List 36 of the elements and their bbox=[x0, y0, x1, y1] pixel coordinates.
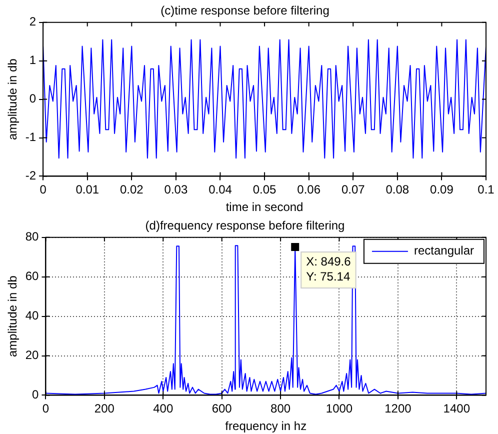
y-tick-label: 0 bbox=[32, 388, 40, 402]
x-tick-label: 400 bbox=[153, 402, 174, 416]
x-tick-label: 0.01 bbox=[76, 182, 100, 197]
y-tick-label: 20 bbox=[25, 348, 40, 362]
x-tick-label: 0 bbox=[42, 402, 50, 416]
chart-title: (d)frequency response before filtering bbox=[145, 218, 345, 233]
x-tick-label: 0.09 bbox=[430, 182, 454, 197]
y-axis-title: amplitude in db bbox=[6, 275, 20, 357]
x-axis-title: time in second bbox=[226, 200, 304, 214]
x-tick-label: 0.08 bbox=[386, 182, 410, 197]
x-axis-title: frequency in hz bbox=[225, 419, 307, 434]
x-tick-label: 200 bbox=[94, 402, 115, 416]
y-tick-label: 80 bbox=[25, 230, 40, 244]
x-tick-label: 600 bbox=[212, 402, 232, 416]
y-tick-label: 2 bbox=[29, 14, 36, 29]
legend-label: rectangular bbox=[414, 244, 474, 258]
x-tick-label: 1200 bbox=[384, 402, 412, 416]
y-tick-label: 1 bbox=[29, 53, 36, 68]
annotation: X: 849.6 Y: 75.14 bbox=[306, 254, 352, 284]
y-tick-label: -2 bbox=[25, 168, 36, 183]
y-tick-label: -1 bbox=[25, 130, 36, 144]
y-tick-label: 0 bbox=[29, 92, 36, 106]
x-tick-label: 800 bbox=[270, 402, 291, 416]
y-tick-label: 40 bbox=[25, 308, 40, 323]
y-axis-title: amplitude in db bbox=[6, 58, 20, 140]
x-tick-label: 0.07 bbox=[341, 182, 366, 197]
x-tick-label: 1400 bbox=[443, 402, 470, 416]
x-tick-label: 1000 bbox=[326, 402, 353, 416]
x-tick-label: 0.03 bbox=[164, 182, 188, 197]
x-tick-label: 0.04 bbox=[208, 182, 232, 197]
x-tick-label: 0.1 bbox=[478, 182, 495, 197]
x-tick-label: 0.02 bbox=[120, 182, 144, 197]
y-tick-label: 60 bbox=[25, 269, 40, 284]
x-tick-label: 0.05 bbox=[252, 182, 277, 197]
chart-title: (c)time response before filtering bbox=[160, 4, 330, 18]
x-tick-label: 0.06 bbox=[297, 182, 321, 197]
